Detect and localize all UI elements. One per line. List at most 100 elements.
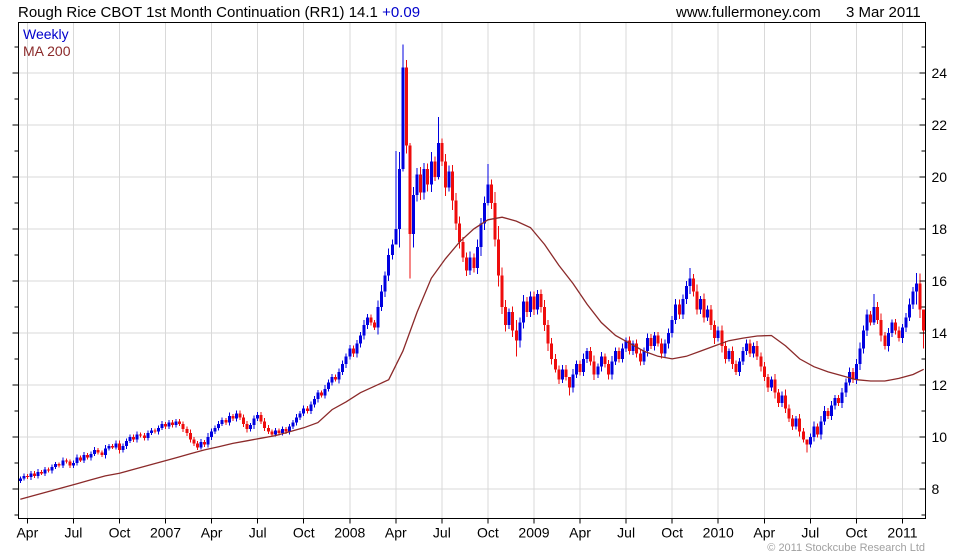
candle-body	[489, 184, 493, 203]
x-axis-label: Jul	[64, 525, 82, 541]
candle-body	[458, 223, 462, 242]
candle-body	[245, 423, 249, 430]
candle-body	[567, 377, 571, 388]
candle-body	[298, 413, 302, 418]
candle-body	[64, 460, 68, 462]
candle-body	[369, 317, 373, 323]
candle-body	[362, 325, 366, 336]
candle-body	[334, 377, 338, 380]
candle-body	[107, 445, 111, 449]
candle-body	[557, 369, 561, 380]
candle-body	[43, 469, 47, 474]
x-axis-label: Oct	[661, 525, 683, 541]
candle-body	[830, 405, 834, 417]
candle-body	[422, 169, 426, 193]
candle-body	[468, 257, 472, 271]
candle-body	[670, 319, 674, 333]
candle-body	[167, 422, 171, 427]
candle-body	[677, 304, 681, 315]
y-axis-label: 12	[932, 377, 948, 393]
candle-body	[40, 471, 44, 474]
candle-body	[769, 379, 773, 388]
candle-body	[876, 306, 880, 320]
candle-body	[231, 416, 235, 419]
candle-body	[89, 453, 93, 458]
candle-body	[252, 418, 256, 426]
candle-body	[323, 388, 327, 396]
candle-body	[851, 371, 855, 380]
candle-body	[206, 436, 210, 445]
candle-body	[125, 440, 129, 446]
candle-body	[766, 377, 770, 388]
x-axis-label: Jul	[249, 525, 267, 541]
candle-body	[117, 443, 121, 450]
candle-body	[227, 416, 231, 423]
candle-body	[624, 340, 628, 349]
candle-body	[879, 319, 883, 336]
candle-body	[631, 343, 635, 352]
candle-body	[642, 351, 646, 362]
candle-body	[344, 356, 348, 365]
candle-body	[514, 330, 518, 341]
candle-body	[869, 314, 873, 323]
candle-body	[185, 429, 189, 433]
x-axis-label: Apr	[201, 525, 223, 541]
candle-body	[681, 299, 685, 315]
candle-body	[691, 278, 695, 292]
candle-body	[780, 395, 784, 404]
candle-body	[54, 464, 58, 467]
candle-body	[86, 455, 90, 458]
x-axis-label: Jul	[617, 525, 635, 541]
candle-body	[475, 247, 479, 268]
candle-body	[893, 322, 897, 331]
candle-body	[429, 161, 433, 185]
candle-body	[114, 443, 118, 448]
y-axis-label: 8	[932, 481, 940, 497]
candle-body	[220, 419, 224, 424]
candle-body	[709, 309, 713, 326]
candle-body	[762, 366, 766, 378]
y-axis-label: 16	[932, 273, 948, 289]
y-axis-label: 20	[932, 169, 948, 185]
candle-body	[433, 161, 437, 177]
candle-body	[734, 364, 738, 372]
candle-body	[493, 202, 497, 240]
candle-body	[263, 421, 267, 428]
candle-body	[210, 431, 214, 437]
candle-body	[447, 171, 451, 188]
candle-body	[596, 366, 600, 375]
candle-body	[390, 244, 394, 255]
candle-body	[68, 461, 72, 466]
candle-body	[922, 309, 926, 331]
y-axis-labels: 8 10 12 14 16 18 20 22 24	[932, 65, 948, 497]
candle-body	[47, 469, 51, 471]
candle-body	[373, 322, 377, 328]
candle-body	[291, 422, 295, 427]
candle-body	[486, 184, 490, 203]
x-axis-label: Jul	[433, 525, 451, 541]
candle-body	[720, 330, 724, 346]
chart-date: 3 Mar 2011	[846, 4, 921, 21]
candle-body	[472, 257, 476, 268]
ma200-line	[20, 216, 924, 500]
candle-body	[599, 356, 603, 367]
candle-body	[578, 364, 582, 372]
candle-body	[511, 312, 515, 331]
candle-body	[426, 169, 430, 185]
candle-body	[341, 364, 345, 372]
candle-body	[613, 351, 617, 362]
candle-body	[837, 397, 841, 404]
candle-body	[461, 241, 465, 258]
candle-body	[699, 299, 703, 310]
candle-body	[759, 356, 763, 367]
candle-body	[543, 306, 547, 326]
candle-body	[451, 171, 455, 201]
candle-body	[61, 460, 65, 466]
candle-body	[840, 392, 844, 404]
plot-border	[18, 22, 926, 519]
candle-body	[748, 343, 752, 354]
candle-body	[443, 161, 447, 188]
candle-body	[465, 257, 469, 271]
candle-body	[273, 430, 277, 435]
candle-body	[142, 435, 146, 439]
